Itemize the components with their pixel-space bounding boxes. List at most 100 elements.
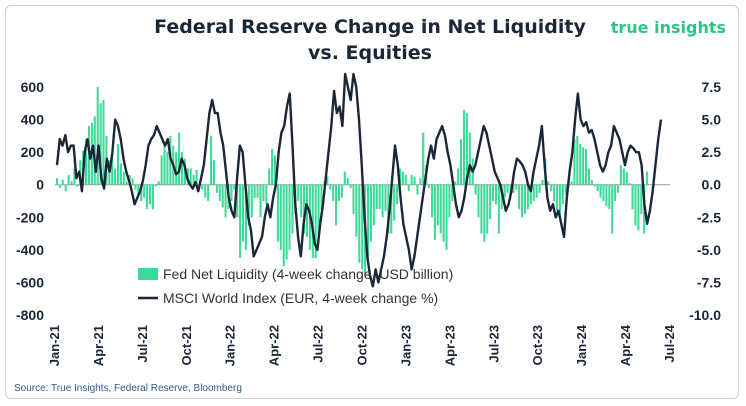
liquidity-bar [218, 184, 221, 201]
liquidity-bar [335, 184, 338, 226]
liquidity-bar [131, 178, 134, 185]
liquidity-bar [349, 184, 352, 188]
chart-subtitle: vs. Equities [308, 42, 432, 64]
x-axis: Jan-21 Apr-21 Jul-21 Oct-21 Jan-22 Apr-22 Jul-… [47, 324, 677, 366]
liquidity-bar [73, 168, 76, 185]
liquidity-bar [396, 184, 399, 205]
liquidity-bar [326, 176, 329, 185]
x-tick-label: Jan-24 [574, 324, 589, 366]
liquidity-bar [442, 184, 445, 242]
liquidity-bar [85, 139, 88, 185]
liquidity-bar [271, 148, 274, 185]
left-tick-label: -800 [16, 307, 44, 323]
liquidity-bar [521, 184, 524, 218]
liquidity-bar [582, 147, 585, 185]
liquidity-bar [486, 184, 489, 234]
liquidity-bar [178, 132, 181, 185]
liquidity-bar [212, 160, 216, 185]
liquidity-bar [273, 155, 277, 185]
liquidity-bar [474, 184, 477, 195]
liquidity-bar [541, 179, 544, 185]
liquidity-bar [457, 168, 460, 185]
liquidity-bar [445, 184, 448, 250]
liquidity-bar [125, 181, 128, 185]
liquidity-bar [303, 184, 306, 234]
liquidity-bar [439, 184, 442, 234]
liquidity-bar [166, 152, 169, 185]
liquidity-bar [616, 184, 620, 193]
liquidity-bar [215, 184, 218, 193]
liquidity-bar [465, 113, 468, 185]
liquidity-bar [387, 184, 390, 234]
liquidity-bar [239, 184, 242, 258]
liquidity-bar [460, 139, 463, 185]
liquidity-bar [422, 132, 425, 185]
liquidity-bar [369, 184, 372, 242]
liquidity-bar [140, 184, 143, 201]
liquidity-bar [585, 148, 588, 185]
x-tick-label: Oct-21 [179, 325, 194, 365]
liquidity-bar [634, 184, 637, 226]
liquidity-bar [332, 184, 335, 201]
x-tick-label: Apr-21 [91, 325, 106, 366]
liquidity-bar [117, 144, 120, 185]
liquidity-bar [573, 139, 576, 185]
liquidity-bar [61, 179, 64, 185]
liquidity-bar [637, 184, 640, 231]
liquidity-bar [210, 135, 213, 185]
liquidity-bar [570, 181, 573, 185]
right-tick-label: -10.0 [689, 307, 721, 323]
liquidity-bar [491, 184, 495, 201]
liquidity-bar [430, 184, 434, 218]
msci-series-line [55, 72, 663, 288]
x-tick-label: Apr-24 [618, 324, 633, 366]
x-tick-label: Jul-22 [311, 325, 326, 363]
liquidity-bar [576, 135, 579, 185]
liquidity-bar [70, 181, 73, 185]
liquidity-bar [372, 184, 375, 226]
liquidity-bar [253, 184, 256, 198]
liquidity-bar [590, 179, 593, 185]
x-tick-label: Oct-23 [530, 325, 545, 365]
liquidity-bar [314, 184, 317, 258]
liquidity-bar [503, 184, 506, 198]
liquidity-bar [579, 144, 582, 185]
liquidity-bar [276, 184, 279, 242]
right-tick-label: 5.0 [702, 112, 722, 128]
right-tick-label: 0.0 [702, 177, 722, 193]
liquidity-bar [587, 168, 590, 185]
x-tick-label: Oct-22 [355, 325, 370, 365]
liquidity-bar [640, 184, 643, 215]
liquidity-bar [410, 174, 413, 185]
liquidity-bar [221, 184, 224, 208]
liquidity-bar [523, 184, 527, 215]
liquidity-bar [250, 184, 253, 218]
liquidity-bar [154, 184, 157, 187]
chart-title: Federal Reserve Change in Net Liquidity [154, 16, 586, 38]
liquidity-bar [477, 184, 480, 218]
liquidity-bar [497, 184, 500, 234]
liquidity-bar [608, 184, 611, 210]
liquidity-bar [143, 184, 146, 198]
x-tick-label: Apr-22 [267, 325, 282, 366]
liquidity-bar [262, 184, 265, 201]
liquidity-bar [160, 155, 163, 185]
brand-logo: true insights [611, 18, 726, 37]
liquidity-bar [361, 184, 364, 270]
liquidity-bar [279, 184, 282, 250]
liquidity-bar [416, 184, 419, 195]
liquidity-bar [605, 184, 608, 206]
x-tick-label: Jan-21 [47, 325, 62, 366]
left-tick-label: 200 [21, 144, 45, 160]
left-tick-label: -400 [16, 242, 44, 258]
liquidity-bar [297, 184, 300, 201]
liquidity-bar [448, 184, 451, 218]
liquidity-bar [593, 184, 596, 187]
liquidity-bar [631, 184, 634, 210]
x-tick-label: Jan-22 [223, 325, 238, 366]
liquidity-bar [163, 144, 166, 185]
liquidity-bar [419, 178, 422, 185]
liquidity-bar [550, 184, 553, 192]
liquidity-bar [329, 184, 332, 190]
